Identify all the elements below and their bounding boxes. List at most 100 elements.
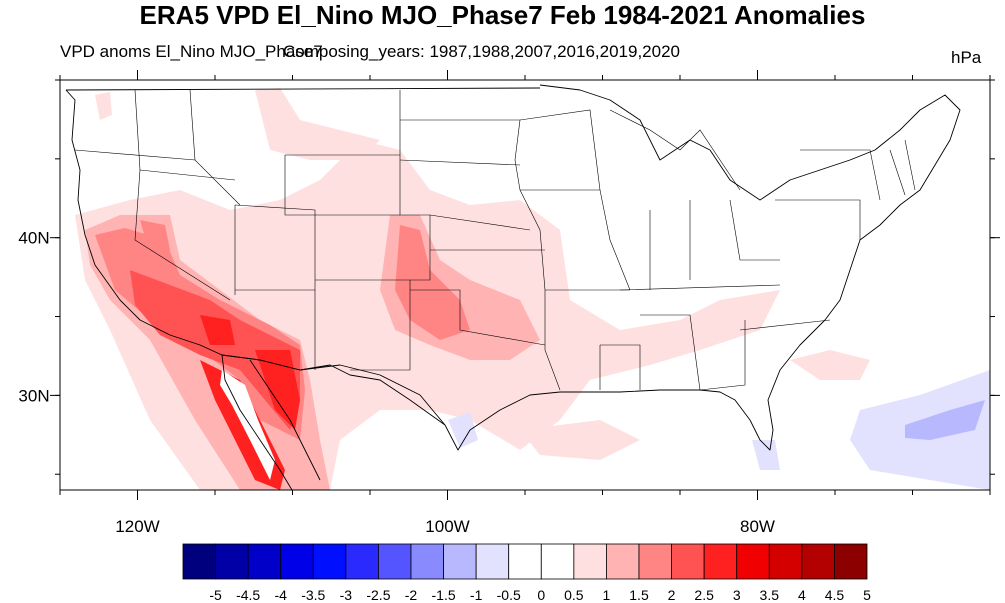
lat-tick-label: 40N (18, 229, 49, 248)
colorbar-box (215, 543, 249, 580)
mexico-border (221, 354, 446, 426)
axis-ticks (50, 70, 1000, 500)
colorbar-label: 0.5 (564, 587, 584, 603)
state-line (284, 155, 400, 216)
colorbar-box (443, 543, 477, 580)
anomaly-region-nw (95, 92, 112, 120)
state-line (234, 204, 316, 291)
colorbar-box (638, 543, 672, 580)
colorbar-box (410, 543, 444, 580)
colorbar-label: -2 (405, 587, 418, 603)
map-plot-area (65, 84, 990, 490)
state-line (889, 149, 906, 196)
colorbar: -5 -4.5 -4 -3.5 -3 -2.5 -2 -1.5 -1 -0.5 0 0.5 1 1.5 2 2… (182, 543, 871, 603)
colorbar-label: 0 (537, 587, 545, 603)
state-line (800, 149, 881, 201)
lon-tick-label: 120W (115, 517, 159, 536)
anomaly-region-atlantic-neg-strong (905, 400, 985, 440)
state-line (429, 214, 531, 231)
state-line (904, 139, 916, 191)
state-line (640, 314, 701, 391)
colorbar-label: -0.5 (497, 587, 521, 603)
state-line (699, 320, 746, 391)
colorbar-box (378, 543, 412, 580)
colorbar-label: -4.5 (236, 587, 260, 603)
chart-title: ERA5 VPD El_Nino MJO_Phase7 Feb 1984-202… (139, 0, 866, 30)
colorbar-label: -2.5 (366, 587, 390, 603)
lon-tick-label: 100W (425, 517, 469, 536)
state-line (729, 199, 780, 261)
state-line (189, 89, 196, 161)
colorbar-box (606, 543, 640, 580)
left-subtitle: VPD anoms El_Nino MJO_Phase7 (60, 42, 323, 61)
colorbar-box (508, 543, 542, 580)
colorbar-box (312, 543, 347, 580)
anomaly-region-socal (200, 315, 235, 345)
anomaly-region-texas-neg (448, 412, 478, 448)
axis-labels: 120W 100W 80W 40N 30N (18, 229, 775, 536)
anomaly-region-gulf (520, 420, 640, 460)
state-line (399, 159, 521, 166)
state-line (600, 344, 641, 390)
colorbar-box (573, 543, 607, 580)
anomaly-shading (75, 88, 990, 490)
colorbar-label: 4 (798, 587, 806, 603)
state-line (520, 189, 631, 291)
units-label: hPa (951, 48, 982, 67)
colorbar-label: 3 (733, 587, 741, 603)
colorbar-label: 2.5 (694, 587, 714, 603)
us-border (65, 84, 961, 490)
colorbar-box (540, 543, 575, 580)
colorbar-box (182, 543, 216, 580)
colorbar-boxes (182, 543, 868, 580)
colorbar-label: 1 (603, 587, 611, 603)
colorbar-label: -1 (470, 587, 483, 603)
colorbar-label: -1.5 (432, 587, 456, 603)
state-line (350, 280, 411, 371)
state-line (400, 119, 521, 191)
state-line (139, 169, 236, 181)
state-line (775, 199, 861, 240)
colorbar-box (475, 543, 510, 580)
great-lakes (609, 109, 741, 191)
colorbar-label: 5 (863, 587, 871, 603)
colorbar-box (280, 543, 314, 580)
lat-tick-label: 30N (18, 386, 49, 405)
northern-border (65, 87, 541, 91)
colorbar-box (247, 543, 282, 580)
colorbar-label: 1.5 (629, 587, 649, 603)
anomaly-region-florida-neg (752, 440, 780, 470)
anomaly-region-sonora (255, 350, 300, 430)
us-outline (65, 84, 961, 451)
colorbar-label: -3 (340, 587, 353, 603)
anomaly-region-nevada (140, 220, 170, 255)
anomaly-region-north-rockies (255, 88, 380, 160)
colorbar-label: -4 (274, 587, 287, 603)
state-line (519, 109, 601, 191)
colorbar-box (834, 543, 868, 580)
state-borders (74, 89, 916, 391)
colorbar-box (768, 543, 803, 580)
lon-tick-label: 80W (740, 517, 775, 536)
colorbar-box (703, 543, 738, 580)
state-line (410, 289, 546, 346)
colorbar-label: 3.5 (760, 587, 780, 603)
state-line (739, 319, 831, 331)
anomaly-region-southeast (790, 350, 870, 380)
colorbar-box (736, 543, 770, 580)
colorbar-label: -3.5 (301, 587, 325, 603)
colorbar-box (671, 543, 705, 580)
mexico-mainland-coast (249, 359, 321, 481)
state-line (134, 89, 231, 301)
colorbar-box (345, 543, 379, 580)
anomaly-region-red-core (130, 270, 300, 430)
state-line (619, 284, 781, 291)
colorbar-box (801, 543, 835, 580)
colorbar-label: 4.5 (825, 587, 845, 603)
colorbar-labels: -5 -4.5 -4 -3.5 -3 -2.5 -2 -1.5 -1 -0.5 0 0.5 1 1.5 2 2… (209, 587, 871, 603)
anomaly-region-plains-strong (395, 225, 470, 340)
colorbar-label: -5 (209, 587, 222, 603)
colorbar-label: 2 (668, 587, 676, 603)
baja-coast (221, 354, 293, 490)
